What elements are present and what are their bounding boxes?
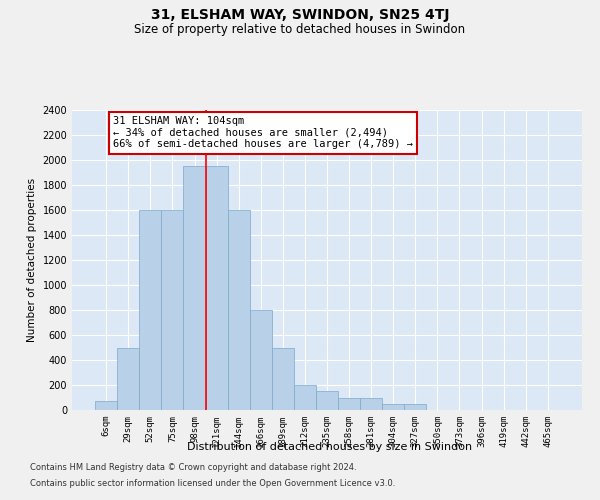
Bar xyxy=(117,348,139,410)
Bar xyxy=(250,310,272,410)
Bar xyxy=(227,210,250,410)
Bar xyxy=(206,166,227,410)
Bar xyxy=(404,404,427,410)
Bar xyxy=(294,385,316,410)
Text: Contains HM Land Registry data © Crown copyright and database right 2024.: Contains HM Land Registry data © Crown c… xyxy=(30,464,356,472)
Bar xyxy=(184,166,206,410)
Text: Size of property relative to detached houses in Swindon: Size of property relative to detached ho… xyxy=(134,22,466,36)
Bar xyxy=(139,210,161,410)
Text: Contains public sector information licensed under the Open Government Licence v3: Contains public sector information licen… xyxy=(30,478,395,488)
Bar xyxy=(316,391,338,410)
Bar xyxy=(382,404,404,410)
Text: Distribution of detached houses by size in Swindon: Distribution of detached houses by size … xyxy=(187,442,473,452)
Text: 31 ELSHAM WAY: 104sqm
← 34% of detached houses are smaller (2,494)
66% of semi-d: 31 ELSHAM WAY: 104sqm ← 34% of detached … xyxy=(113,116,413,150)
Bar xyxy=(95,400,117,410)
Y-axis label: Number of detached properties: Number of detached properties xyxy=(27,178,37,342)
Bar xyxy=(161,210,184,410)
Bar xyxy=(338,398,360,410)
Text: 31, ELSHAM WAY, SWINDON, SN25 4TJ: 31, ELSHAM WAY, SWINDON, SN25 4TJ xyxy=(151,8,449,22)
Bar xyxy=(360,398,382,410)
Bar xyxy=(272,348,294,410)
